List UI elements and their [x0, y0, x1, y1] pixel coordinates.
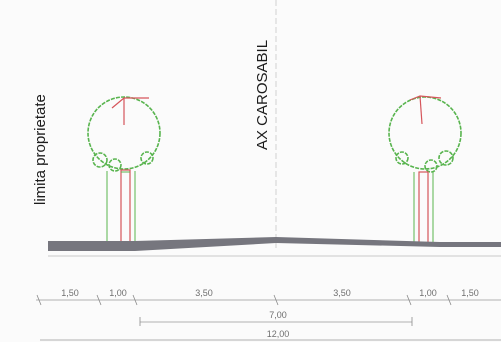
- dim-sidewalk-left: 1,50: [61, 288, 79, 298]
- tree-right-branch: [409, 95, 442, 101]
- dim-sidewalk-right: 1,50: [461, 288, 479, 298]
- tree-left-trunk: [120, 169, 131, 245]
- tree-left-canopy: [87, 96, 161, 170]
- road-axis-label: AX CAROSABIL: [254, 40, 271, 150]
- dim-green-left: 1,00: [109, 288, 127, 298]
- road-surface: [48, 237, 501, 251]
- dim-carriageway-total: 7,00: [269, 310, 287, 320]
- tree-left: [87, 96, 161, 245]
- tree-right-trunk: [418, 171, 429, 245]
- property-limit-label: limita proprietate: [32, 94, 49, 205]
- tree-right: [388, 95, 462, 245]
- dim-lane-right: 3,50: [333, 288, 351, 298]
- dim-green-right: 1,00: [419, 288, 437, 298]
- dim-lane-left: 3,50: [195, 288, 213, 298]
- tree-right-canopy: [388, 96, 462, 170]
- dim-overall-total: 12,00: [267, 329, 290, 339]
